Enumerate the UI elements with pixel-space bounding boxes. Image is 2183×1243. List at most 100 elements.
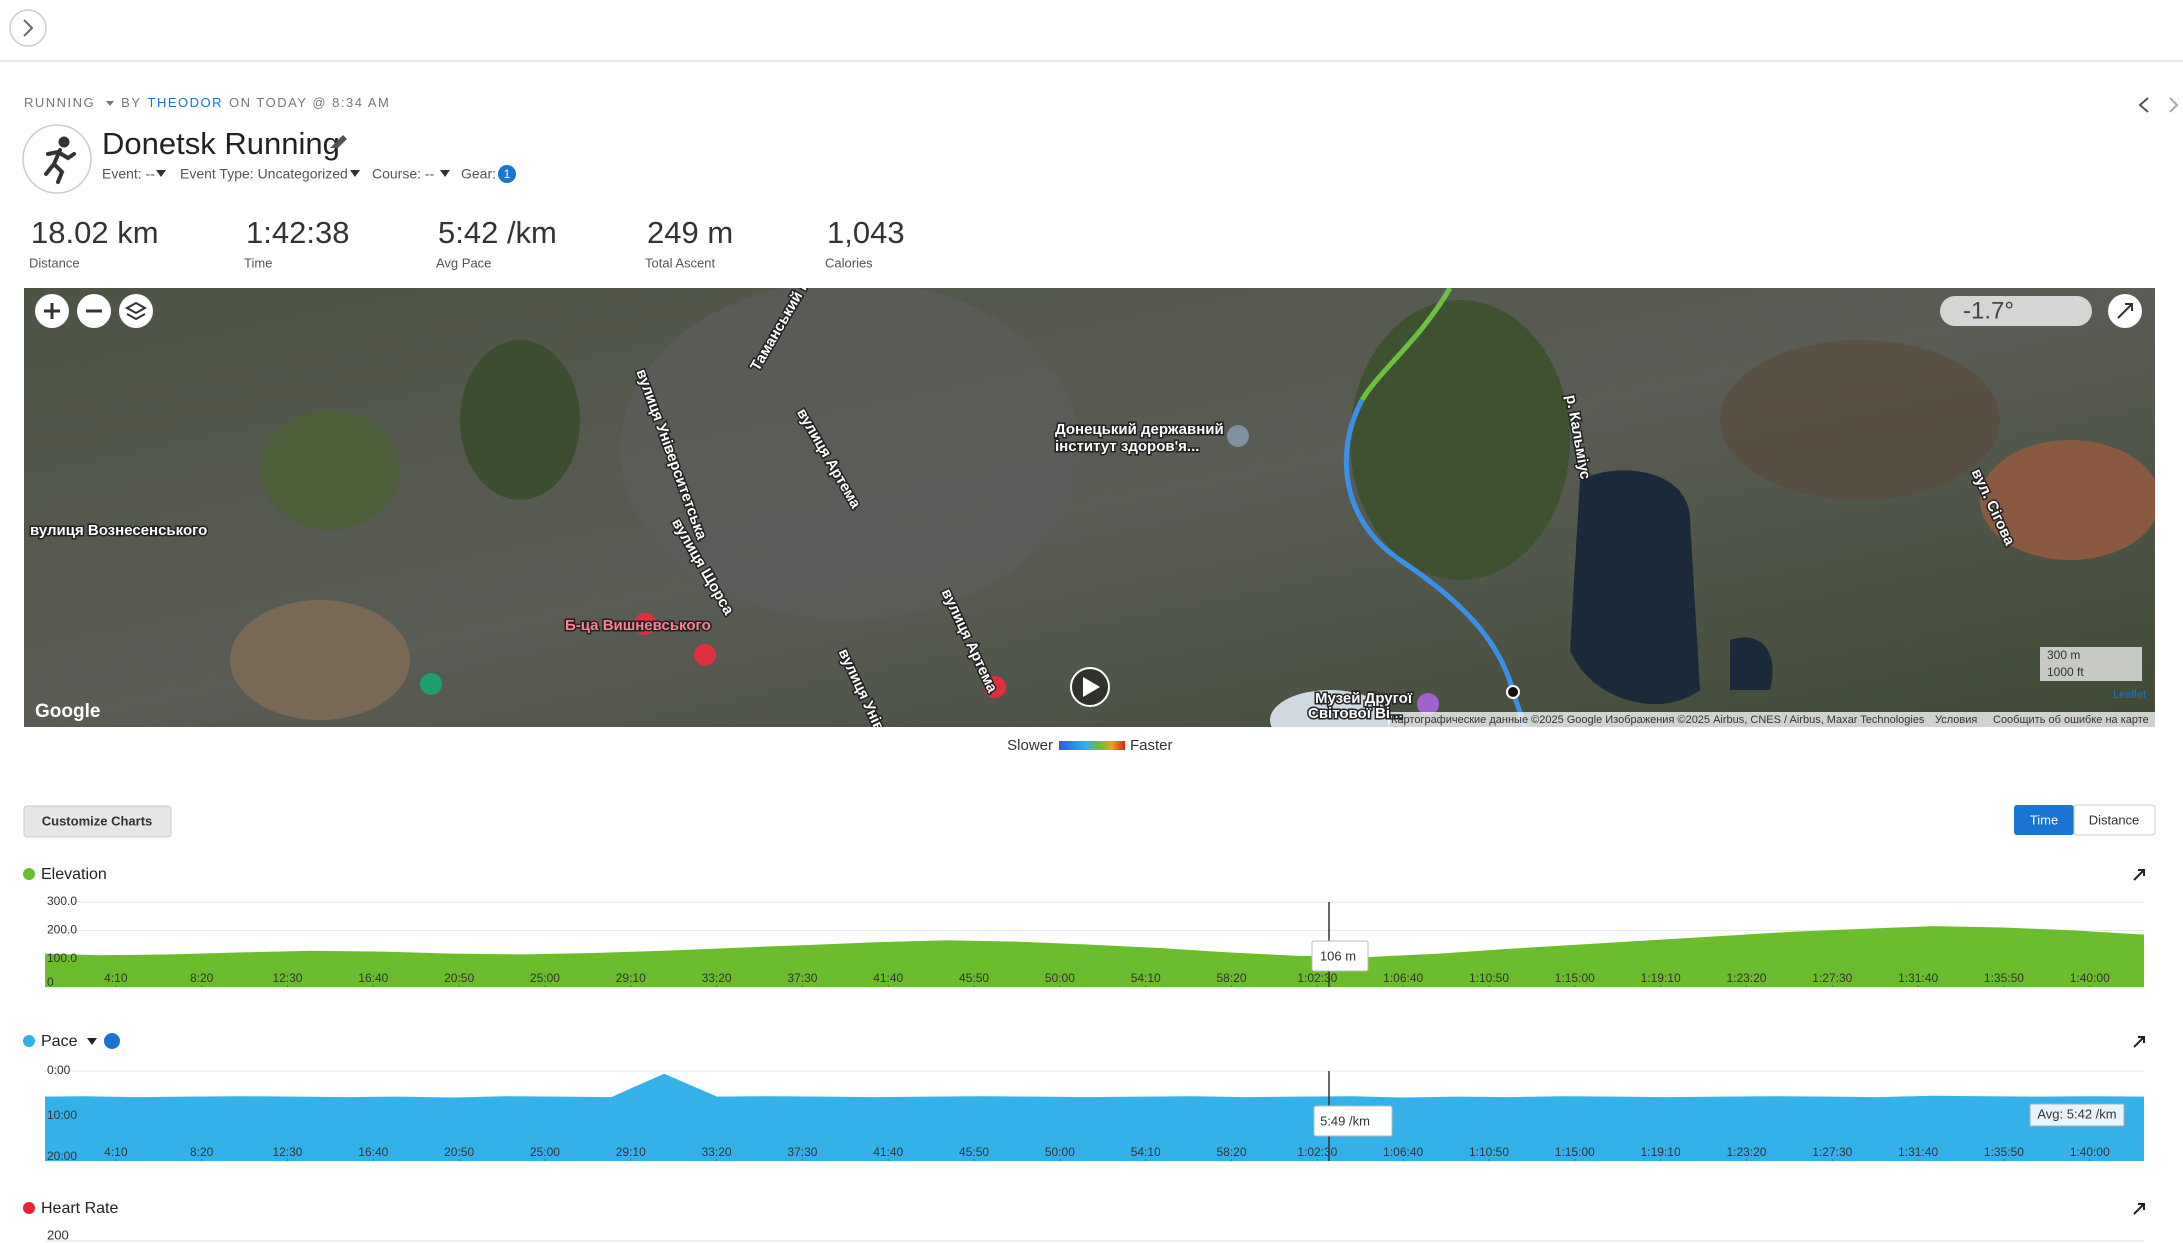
- stat-value: 18.02 km: [31, 215, 159, 250]
- x-tick-label: 1:10:50: [1469, 1145, 1509, 1159]
- activity-field[interactable]: Event: --: [102, 166, 155, 182]
- scale-imperial: 1000 ft: [2047, 665, 2084, 679]
- chevron-icon: [23, 19, 34, 37]
- expand-icon[interactable]: [2133, 1203, 2145, 1215]
- x-tick-label: 1:19:10: [1641, 971, 1681, 985]
- x-tick-label: 50:00: [1045, 1145, 1075, 1159]
- customize-label: Customize Charts: [42, 813, 153, 828]
- expand-icon[interactable]: [2133, 1036, 2145, 1048]
- x-tick-label: 1:15:00: [1555, 1145, 1595, 1159]
- dropdown-arrow[interactable]: [87, 1038, 97, 1045]
- x-tick-label: 37:30: [787, 971, 817, 985]
- sidebar-toggle[interactable]: [9, 9, 47, 47]
- scale-bar: [2040, 647, 2142, 681]
- tooltip-text: 106 m: [1320, 948, 1356, 963]
- area: [45, 926, 2144, 987]
- map-brand: Google: [35, 701, 100, 722]
- activity-field[interactable]: Event Type: Uncategorized: [180, 166, 348, 182]
- runner-glyph: [44, 136, 76, 184]
- prev-activity[interactable]: [2138, 97, 2149, 113]
- x-tick-label: 1:10:50: [1469, 971, 1509, 985]
- route-fast: [1359, 288, 1453, 402]
- series-dot: [23, 868, 35, 880]
- route: [1343, 398, 1528, 727]
- x-tick-label: 4:10: [104, 971, 128, 985]
- breadcrumb: RUNNING BY THEODOR ON TODAY @ 8:34 AM: [24, 95, 390, 110]
- breadcrumb-part: ON TODAY @ 8:34 AM: [229, 95, 390, 110]
- x-tick-label: 1:23:20: [1726, 1145, 1766, 1159]
- x-tick-label: 1:23:20: [1726, 971, 1766, 985]
- report-link[interactable]: Сообщить об ошибке на карте: [1993, 714, 2149, 726]
- time-toggle[interactable]: [2014, 805, 2074, 835]
- x-tick-label: 1:35:50: [1984, 1145, 2024, 1159]
- stat-value: 1:42:38: [246, 215, 349, 250]
- expand-icon[interactable]: [2133, 869, 2145, 881]
- stat-value: 249 m: [647, 215, 733, 250]
- weather-widget[interactable]: [1940, 296, 2092, 326]
- y-tick-label: 100.0: [47, 951, 77, 965]
- scale-metric: 300 m: [2047, 648, 2080, 662]
- y-tick-label: 0: [47, 975, 54, 989]
- x-tick-label: 12:30: [272, 971, 302, 985]
- x-tick-label: 54:10: [1131, 1145, 1161, 1159]
- breadcrumb-part: BY: [121, 95, 141, 110]
- customize-charts-button[interactable]: [23, 805, 172, 838]
- x-tick-label: 16:40: [358, 971, 388, 985]
- gear-badge[interactable]: [498, 165, 516, 183]
- x-tick-label: 12:30: [272, 1145, 302, 1159]
- x-tick-label: 1:02:30: [1297, 971, 1337, 985]
- series-dot: [23, 1035, 35, 1047]
- next-activity[interactable]: [2169, 97, 2179, 113]
- x-tick-label: 33:20: [702, 1145, 732, 1159]
- help-icon[interactable]: [104, 1033, 120, 1049]
- zoom-controls: [35, 294, 153, 328]
- dropdown-arrow: [156, 170, 166, 177]
- leaflet-link[interactable]: Leaflet: [2113, 689, 2146, 701]
- activity-field[interactable]: Course: --: [372, 166, 435, 182]
- map-label: інститут здоров'я...: [1055, 438, 1199, 455]
- x-tick-label: 29:10: [616, 971, 646, 985]
- breadcrumb-part[interactable]: RUNNING: [24, 95, 95, 110]
- x-tick-label: 8:20: [190, 1145, 214, 1159]
- distance-toggle[interactable]: [2073, 804, 2156, 836]
- average-label: Avg: 5:42 /km: [2037, 1106, 2116, 1121]
- speed-gradient: [1059, 741, 1125, 750]
- chart-title: Elevation: [41, 866, 107, 883]
- x-tick-label: 29:10: [616, 1145, 646, 1159]
- series-dot: [23, 1202, 35, 1214]
- toggle-label: Time: [2030, 812, 2058, 827]
- museum-marker[interactable]: [1417, 693, 1439, 715]
- layers-button[interactable]: [119, 294, 153, 328]
- city-blocks: [620, 288, 1080, 620]
- attribution-bar: [1388, 712, 2155, 727]
- gear-count: 1: [504, 167, 511, 181]
- y-tick-label: 20:00: [47, 1149, 77, 1163]
- x-tick-label: 1:06:40: [1383, 971, 1423, 985]
- terrain: [1350, 300, 1570, 580]
- chart-title: Heart Rate: [41, 1200, 118, 1217]
- school-marker[interactable]: [1227, 425, 1249, 447]
- chart-title: Pace: [41, 1033, 78, 1050]
- dropdown-arrow: [350, 170, 360, 177]
- park-marker[interactable]: [420, 673, 442, 695]
- hospital-marker[interactable]: [694, 644, 716, 666]
- expand-icon: [2117, 303, 2133, 319]
- x-tick-label: 16:40: [358, 1145, 388, 1159]
- x-tick-label: 50:00: [1045, 971, 1075, 985]
- hospital-marker[interactable]: [984, 676, 1006, 698]
- x-tick-label: 1:31:40: [1898, 1145, 1938, 1159]
- terms-link[interactable]: Условия: [1935, 714, 1977, 726]
- activity-title: Donetsk Running: [102, 126, 340, 161]
- stat-value: 1,043: [827, 215, 905, 250]
- stadium: [1270, 690, 1390, 727]
- edit-icon[interactable]: [330, 135, 347, 148]
- stat-label: Calories: [825, 255, 873, 270]
- y-tick-label: 200: [47, 1227, 69, 1242]
- activity-field[interactable]: Gear:: [461, 166, 496, 182]
- breadcrumb-part[interactable]: THEODOR: [148, 95, 224, 110]
- toggle-label: Distance: [2089, 812, 2140, 827]
- hospital-marker[interactable]: [634, 613, 656, 635]
